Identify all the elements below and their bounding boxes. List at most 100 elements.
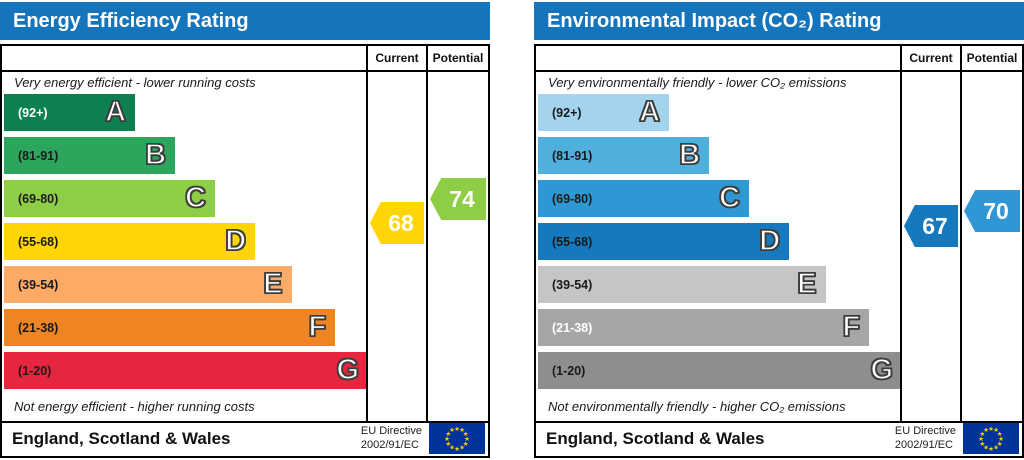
panel-title: Energy Efficiency Rating <box>0 2 490 40</box>
band-row-a: (92+) A <box>2 94 366 131</box>
column-header-row: Current Potential <box>536 46 1022 72</box>
band-letter: B <box>144 138 167 172</box>
table-footer: England, Scotland & Wales EU Directive 2… <box>2 421 488 454</box>
band-row-e: (39-54) E <box>2 266 366 303</box>
band-range-label: (1-20) <box>18 363 52 378</box>
band-b-bar: (81-91) B <box>538 137 710 174</box>
band-row-d: (55-68) D <box>536 223 900 260</box>
band-letter: C <box>718 181 741 215</box>
svg-text:★: ★ <box>983 426 989 434</box>
potential-column-header: Potential <box>426 46 488 70</box>
current-rating-arrow: 67 <box>904 205 958 247</box>
band-letter: D <box>224 224 247 258</box>
band-letter: D <box>758 224 781 258</box>
svg-text:★: ★ <box>459 426 465 434</box>
rating-table: Current Potential Very energy efficient … <box>0 44 490 458</box>
current-column-header: Current <box>900 46 960 70</box>
svg-text:★: ★ <box>988 425 994 433</box>
svg-text:★: ★ <box>459 444 465 452</box>
band-range-label: (39-54) <box>18 277 59 292</box>
eu-directive-line1: EU Directive <box>894 425 956 438</box>
band-letter: E <box>796 267 817 301</box>
band-b-bar: (81-91) B <box>4 137 176 174</box>
band-row-a: (92+) A <box>536 94 900 131</box>
band-range-label: (69-80) <box>552 191 593 206</box>
eu-flag-icon: ★ ★ ★ ★ ★ ★ ★ ★ ★ ★ ★ ★ <box>429 423 485 454</box>
bottom-caption: Not energy efficient - higher running co… <box>14 399 255 414</box>
potential-rating-value: 74 <box>449 185 475 212</box>
band-row-d: (55-68) D <box>2 223 366 260</box>
band-e-bar: (39-54) E <box>4 266 292 303</box>
band-row-c: (69-80) C <box>2 180 366 217</box>
band-c-bar: (69-80) C <box>4 180 216 217</box>
band-range-label: (69-80) <box>18 191 59 206</box>
band-d-bar: (55-68) D <box>538 223 790 260</box>
band-f-bar: (21-38) F <box>4 309 336 346</box>
current-column: 68 <box>366 72 426 421</box>
band-range-label: (39-54) <box>552 277 593 292</box>
band-range-label: (92+) <box>552 105 582 120</box>
band-row-f: (21-38) F <box>536 309 900 346</box>
potential-column: 74 <box>426 72 488 421</box>
svg-text:★: ★ <box>998 435 1004 443</box>
svg-text:★: ★ <box>445 440 451 448</box>
table-footer: England, Scotland & Wales EU Directive 2… <box>536 421 1022 454</box>
rating-table: Current Potential Very environmentally f… <box>534 44 1024 458</box>
band-letter: A <box>638 95 661 129</box>
band-range-label: (21-38) <box>18 320 59 335</box>
svg-text:★: ★ <box>979 440 985 448</box>
header-spacer <box>2 46 366 70</box>
svg-text:★: ★ <box>454 445 460 453</box>
top-caption: Very energy efficient - lower running co… <box>14 75 256 90</box>
potential-rating-value: 70 <box>983 197 1009 224</box>
rating-body: Very environmentally friendly - lower CO… <box>536 72 1022 421</box>
column-header-row: Current Potential <box>2 46 488 72</box>
band-row-c: (69-80) C <box>536 180 900 217</box>
band-row-f: (21-38) F <box>2 309 366 346</box>
current-rating-value: 68 <box>388 209 414 236</box>
eu-directive-line2: 2002/91/EC <box>894 438 953 451</box>
band-letter: B <box>678 138 701 172</box>
potential-column: 70 <box>960 72 1022 421</box>
svg-text:★: ★ <box>463 440 469 448</box>
eu-directive-line2: 2002/91/EC <box>360 438 419 451</box>
band-range-label: (55-68) <box>18 234 59 249</box>
bands-chart: Very environmentally friendly - lower CO… <box>536 72 900 421</box>
band-letter: G <box>870 353 894 387</box>
current-rating-arrow: 68 <box>370 202 424 244</box>
eu-directive-line1: EU Directive <box>360 425 422 438</box>
current-column: 67 <box>900 72 960 421</box>
band-row-b: (81-91) B <box>2 137 366 174</box>
potential-rating-arrow: 70 <box>964 190 1020 232</box>
energy-efficiency-panel: Energy Efficiency Rating Current Potenti… <box>0 2 490 458</box>
band-g-bar: (1-20) G <box>538 352 900 389</box>
svg-text:★: ★ <box>445 430 451 438</box>
svg-text:★: ★ <box>449 444 455 452</box>
region-label: England, Scotland & Wales <box>546 428 765 448</box>
svg-text:★: ★ <box>978 435 984 443</box>
environmental-impact-panel: Environmental Impact (CO₂) Rating Curren… <box>534 2 1024 458</box>
current-rating-value: 67 <box>922 212 948 239</box>
band-letter: F <box>842 310 861 344</box>
potential-rating-arrow: 74 <box>430 178 486 220</box>
band-range-label: (55-68) <box>552 234 593 249</box>
svg-text:★: ★ <box>993 444 999 452</box>
band-row-g: (1-20) G <box>2 352 366 389</box>
svg-text:★: ★ <box>997 430 1003 438</box>
band-row-e: (39-54) E <box>536 266 900 303</box>
bands-chart: Very energy efficient - lower running co… <box>2 72 366 421</box>
svg-text:★: ★ <box>988 445 994 453</box>
band-letter: C <box>184 181 207 215</box>
band-g-bar: (1-20) G <box>4 352 366 389</box>
band-range-label: (81-91) <box>552 148 593 163</box>
band-letter: G <box>336 353 360 387</box>
region-label: England, Scotland & Wales <box>12 428 231 448</box>
band-letter: E <box>262 267 283 301</box>
band-letter: A <box>104 95 127 129</box>
band-row-g: (1-20) G <box>536 352 900 389</box>
bottom-caption: Not environmentally friendly - higher CO… <box>548 399 846 414</box>
svg-text:★: ★ <box>997 440 1003 448</box>
band-a-bar: (92+) A <box>4 94 136 131</box>
svg-text:★: ★ <box>449 426 455 434</box>
eu-directive-label: EU Directive 2002/91/EC <box>361 425 422 451</box>
